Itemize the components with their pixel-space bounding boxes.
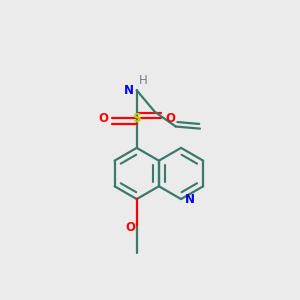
Text: N: N bbox=[124, 84, 134, 97]
Text: O: O bbox=[98, 112, 108, 125]
Text: O: O bbox=[165, 112, 175, 125]
Text: N: N bbox=[185, 193, 195, 206]
Text: H: H bbox=[139, 74, 147, 87]
Text: S: S bbox=[132, 112, 141, 125]
Text: O: O bbox=[125, 221, 135, 234]
